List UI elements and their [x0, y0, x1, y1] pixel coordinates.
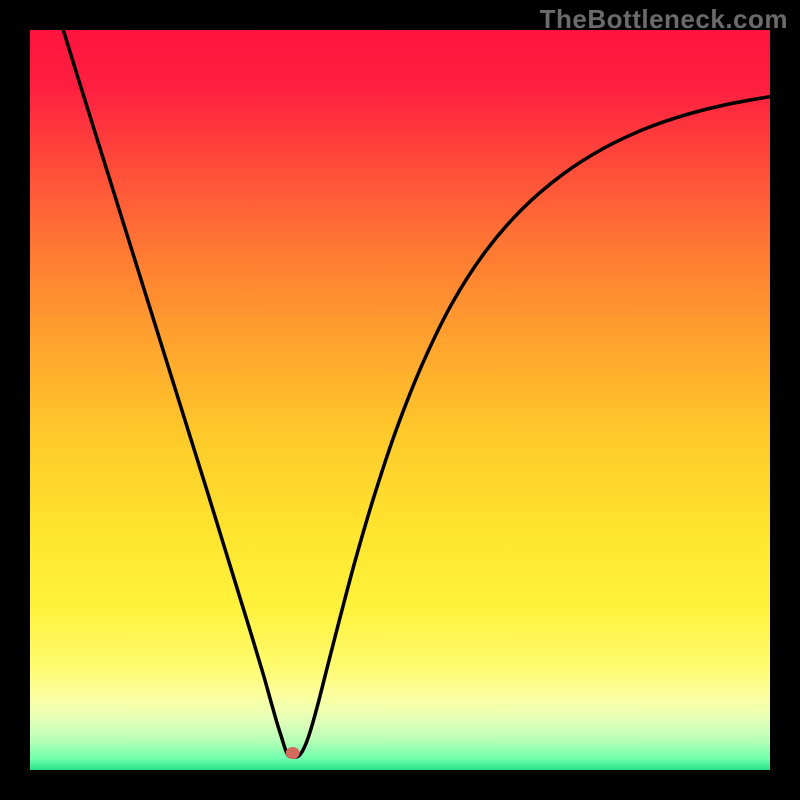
bottleneck-curve-chart	[30, 30, 770, 770]
optimal-point-marker	[286, 747, 300, 759]
gradient-background	[30, 30, 770, 770]
chart-frame: TheBottleneck.com	[0, 0, 800, 800]
